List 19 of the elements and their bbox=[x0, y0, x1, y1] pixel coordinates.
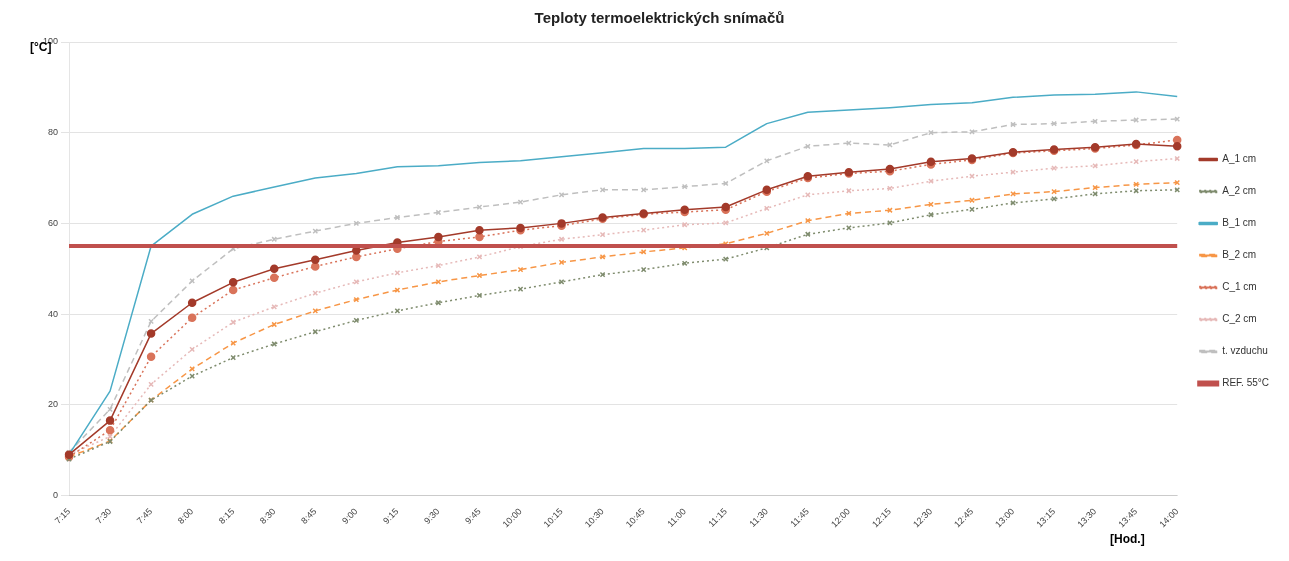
legend-label: C_1 cm bbox=[1222, 281, 1257, 293]
y-tick-label: 60 bbox=[48, 217, 59, 228]
x-tick-label: 7:15 bbox=[52, 506, 73, 526]
x-tick-label: 7:45 bbox=[134, 506, 155, 526]
x-tick-label: 8:00 bbox=[175, 506, 196, 526]
legend-label: B_2 cm bbox=[1222, 249, 1257, 261]
legend-label: t. vzduchu bbox=[1222, 345, 1268, 357]
legend-label: A_1 cm bbox=[1222, 153, 1257, 165]
legend-label: A_2 cm bbox=[1222, 185, 1257, 197]
chart-title: Teploty termoelektrických snímačů bbox=[534, 9, 785, 27]
y-tick-label: 80 bbox=[48, 127, 59, 138]
legend-label: C_2 cm bbox=[1222, 313, 1257, 325]
legend-label: B_1 cm bbox=[1222, 217, 1257, 229]
y-tick-label: 20 bbox=[48, 399, 59, 410]
legend-label: REF. 55°C bbox=[1222, 377, 1269, 389]
x-tick-label: 7:30 bbox=[93, 506, 114, 526]
y-tick-label: 0 bbox=[53, 489, 59, 500]
y-tick-label: 40 bbox=[48, 308, 59, 319]
x-axis-title: [Hod.] bbox=[1110, 532, 1145, 546]
